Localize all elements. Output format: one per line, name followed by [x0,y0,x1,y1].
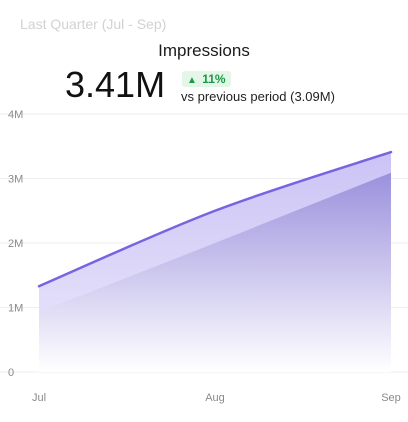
current-period-line [37,150,393,288]
y-tick-label: 2M [8,238,23,250]
y-tick-label: 1M [8,303,23,315]
y-tick-label: 0 [8,367,14,379]
metric-value: 3.41M [65,64,166,105]
change-percent: 11% [202,72,226,86]
y-axis-ticks: 0 1M 2M 3M 4M [8,109,23,379]
metric-title: Impressions [158,41,250,60]
y-tick-label: 3M [8,174,23,186]
x-tick-label: Sep [381,392,401,404]
series-areas [37,150,393,372]
previous-period-area [39,172,391,372]
x-tick-label: Jul [32,392,46,404]
comparison-text: vs previous period (3.09M) [181,89,335,104]
period-label: Last Quarter (Jul - Sep) [20,16,167,32]
up-arrow-icon: ▲ [187,75,197,86]
y-tick-label: 4M [8,109,23,121]
x-tick-label: Aug [205,392,225,404]
x-axis-ticks: Jul Aug Sep [32,392,401,404]
change-badge: ▲ 11% [182,71,231,87]
